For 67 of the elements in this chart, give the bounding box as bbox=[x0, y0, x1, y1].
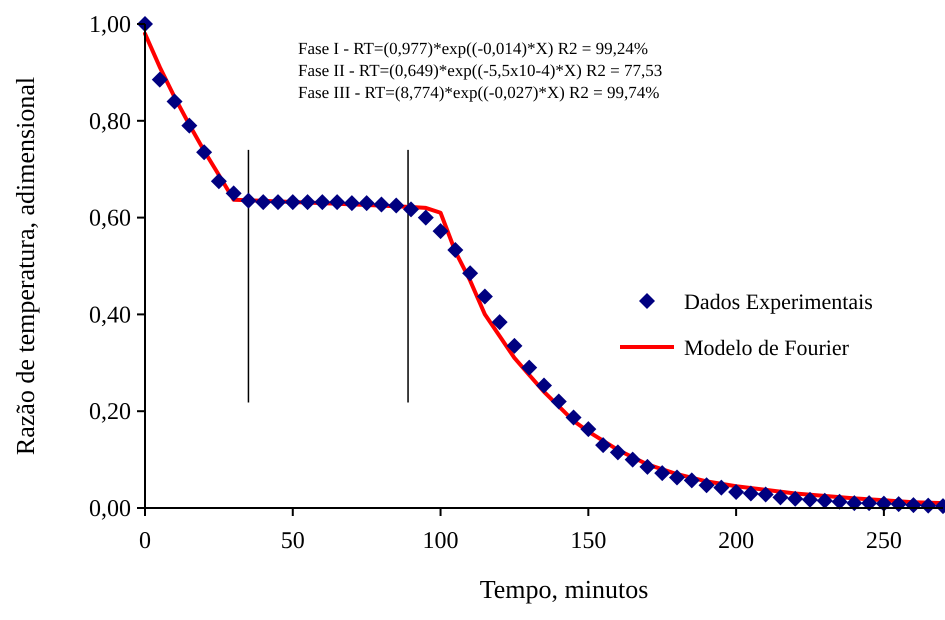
point bbox=[506, 338, 522, 354]
x-tick-label: 200 bbox=[718, 528, 754, 554]
point bbox=[447, 242, 464, 258]
point bbox=[344, 195, 360, 212]
annotation: Fase II - RT=(0,649)*exp((-5,5x10-4)*X) R2 = 77,53 bbox=[298, 61, 662, 80]
point bbox=[329, 194, 346, 210]
point bbox=[210, 173, 227, 190]
point bbox=[388, 198, 404, 214]
point bbox=[698, 477, 715, 494]
point bbox=[284, 194, 301, 210]
point bbox=[846, 495, 862, 512]
legend-label: Modelo de Fourier bbox=[684, 335, 850, 360]
point bbox=[566, 409, 582, 426]
point bbox=[255, 194, 272, 210]
point bbox=[713, 480, 730, 496]
point bbox=[787, 490, 804, 507]
x-tick-label: 0 bbox=[139, 528, 151, 554]
point bbox=[358, 195, 375, 212]
point bbox=[772, 489, 788, 506]
point bbox=[624, 452, 641, 468]
point bbox=[816, 492, 833, 509]
y-tick-label: 0,60 bbox=[89, 206, 131, 232]
point bbox=[432, 223, 449, 240]
x-tick-label: 250 bbox=[866, 528, 902, 554]
point bbox=[639, 458, 656, 475]
point bbox=[270, 194, 286, 210]
point bbox=[550, 394, 567, 410]
point bbox=[728, 484, 744, 500]
annotation: Fase I - RT=(0,977)*exp((-0,014)*X) R2 = 99,24% bbox=[298, 39, 648, 58]
y-tick-label: 0,00 bbox=[89, 496, 131, 522]
point bbox=[492, 314, 508, 330]
y-axis-title: Razão de temperatura, adimensional bbox=[11, 76, 40, 456]
point bbox=[418, 210, 434, 226]
point bbox=[166, 93, 183, 110]
point bbox=[580, 421, 596, 438]
point bbox=[462, 265, 478, 282]
x-tick-label: 50 bbox=[280, 528, 305, 554]
point bbox=[152, 72, 168, 88]
y-tick-label: 0,80 bbox=[89, 108, 131, 135]
point bbox=[758, 486, 774, 502]
point bbox=[610, 444, 626, 460]
point bbox=[476, 288, 493, 304]
point bbox=[240, 192, 256, 209]
y-tick-label: 0,20 bbox=[89, 399, 131, 426]
point bbox=[300, 194, 316, 210]
point bbox=[226, 185, 242, 202]
point bbox=[536, 378, 552, 394]
point bbox=[521, 360, 538, 376]
x-axis-title: Tempo, minutos bbox=[480, 575, 648, 604]
point bbox=[802, 492, 818, 508]
point bbox=[654, 465, 670, 482]
y-tick-label: 1,00 bbox=[89, 12, 131, 38]
point bbox=[684, 472, 700, 488]
point bbox=[373, 196, 390, 213]
point bbox=[832, 494, 848, 510]
legend-label: Dados Experimentais bbox=[684, 289, 873, 314]
point bbox=[669, 470, 685, 486]
y-tick-label: 0,40 bbox=[89, 302, 131, 328]
annotation: Fase III - RT=(8,774)*exp((-0,027)*X) R2 = 99,74% bbox=[298, 83, 660, 102]
point bbox=[742, 485, 759, 502]
point bbox=[595, 437, 612, 454]
point bbox=[181, 118, 198, 134]
x-tick-label: 150 bbox=[570, 528, 606, 554]
point bbox=[314, 194, 330, 210]
point bbox=[403, 201, 419, 218]
point bbox=[196, 144, 212, 160]
x-tick-label: 100 bbox=[422, 528, 459, 554]
